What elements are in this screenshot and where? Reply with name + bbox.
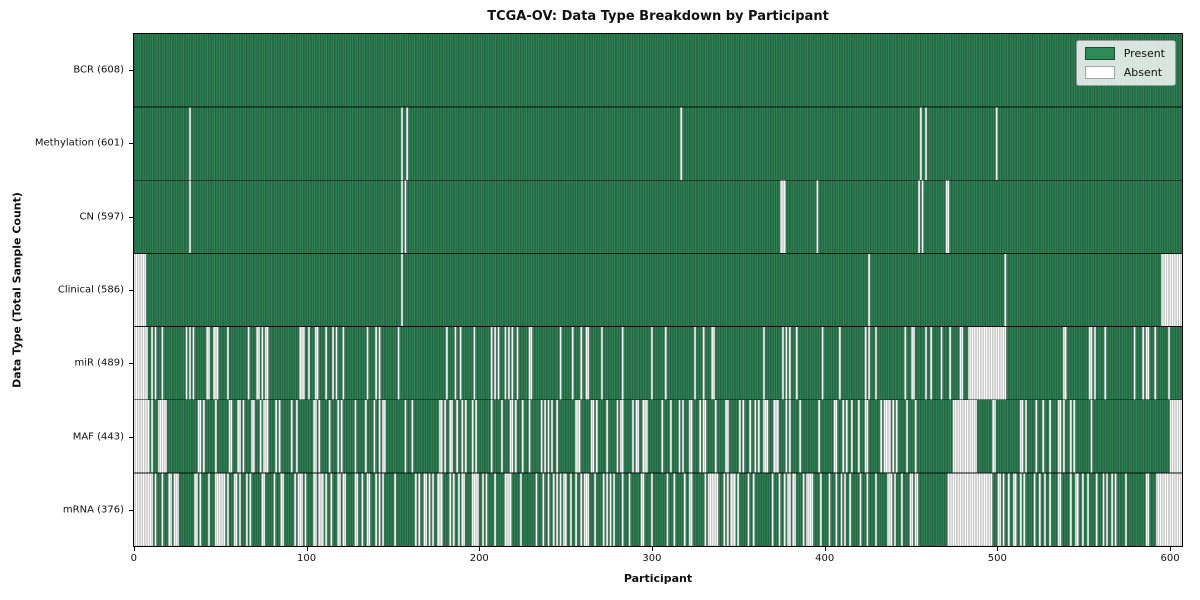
chart-title: TCGA-OV: Data Type Breakdown by Particip… bbox=[487, 9, 829, 24]
x-axis-label: Participant bbox=[623, 572, 693, 585]
legend: Present Absent bbox=[1075, 40, 1176, 86]
heatmap-canvas bbox=[134, 34, 1182, 546]
x-tick-mark bbox=[306, 547, 308, 551]
y-tick-mark bbox=[129, 363, 133, 365]
row-label-clinical: Clinical (586) bbox=[57, 284, 124, 296]
x-tick-label-0: 0 bbox=[130, 553, 138, 564]
legend-label-absent: Absent bbox=[1123, 66, 1163, 79]
y-tick-mark bbox=[129, 143, 133, 145]
legend-entry-absent: Absent bbox=[1084, 66, 1165, 79]
x-tick-label-300: 300 bbox=[642, 553, 662, 564]
y-tick-mark bbox=[129, 216, 133, 218]
legend-swatch-present-icon bbox=[1084, 47, 1115, 60]
row-label-methylation: Methylation (601) bbox=[34, 137, 124, 149]
x-tick-label-600: 600 bbox=[1160, 553, 1180, 564]
x-tick-label-100: 100 bbox=[297, 553, 317, 564]
y-tick-mark bbox=[129, 510, 133, 512]
y-tick-mark bbox=[129, 436, 133, 438]
row-label-cn: CN (597) bbox=[79, 211, 124, 223]
row-label-bcr: BCR (608) bbox=[73, 64, 124, 76]
x-tick-mark bbox=[133, 547, 135, 551]
y-tick-mark bbox=[129, 69, 133, 71]
legend-label-present: Present bbox=[1123, 47, 1165, 60]
legend-entry-present: Present bbox=[1084, 47, 1165, 60]
x-tick-mark bbox=[1170, 547, 1172, 551]
x-axis-ticks: 0 100 200 300 400 500 600 bbox=[131, 547, 1183, 571]
x-tick-label-400: 400 bbox=[815, 553, 835, 564]
plot-area: Present Absent bbox=[133, 33, 1183, 547]
x-tick-label-500: 500 bbox=[987, 553, 1007, 564]
x-tick-mark bbox=[651, 547, 653, 551]
row-label-mir: miR (489) bbox=[74, 357, 124, 369]
row-label-mrna: mRNA (376) bbox=[62, 504, 124, 516]
x-tick-mark bbox=[824, 547, 826, 551]
row-label-maf: MAF (443) bbox=[72, 431, 124, 443]
legend-swatch-absent-icon bbox=[1084, 66, 1115, 79]
x-tick-mark bbox=[997, 547, 999, 551]
y-axis-tick-labels: BCR (608) Methylation (601) CN (597) Clinic… bbox=[0, 33, 133, 547]
x-tick-label-200: 200 bbox=[469, 553, 489, 564]
y-tick-mark bbox=[129, 290, 133, 291]
x-tick-mark bbox=[479, 547, 481, 551]
